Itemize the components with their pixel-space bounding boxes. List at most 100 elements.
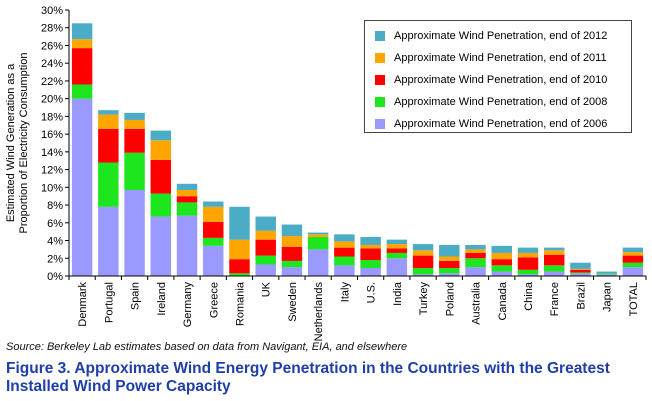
legend-label: Approximate Wind Penetration, end of 200… <box>394 96 608 108</box>
bar-segment <box>71 84 93 99</box>
x-tick-label: Australia <box>471 281 483 325</box>
bar-segment <box>71 23 93 40</box>
x-tick-label: Germany <box>182 282 194 328</box>
bar-segment <box>517 252 539 258</box>
bar-segment <box>281 246 303 261</box>
y-tick-label: 20% <box>41 94 63 106</box>
bar-segment <box>124 189 145 276</box>
bar-segment <box>203 237 224 246</box>
y-axis-title-group: Estimated Wind Generation as a Proportion… <box>5 53 30 234</box>
bar-segment <box>334 265 355 276</box>
bar-segment <box>360 236 381 245</box>
legend: Approximate Wind Penetration, end of 201… <box>364 20 632 133</box>
bar-segment <box>517 269 539 275</box>
y-tick-label: 14% <box>41 147 63 159</box>
bar-segment <box>98 128 119 163</box>
bar-segment <box>596 273 617 275</box>
bar-segment <box>176 196 198 203</box>
legend-label: Approximate Wind Penetration, end of 200… <box>394 118 608 130</box>
legend-swatch <box>375 97 385 107</box>
x-tick-label: Turkey <box>418 282 430 316</box>
axes <box>65 9 647 280</box>
bar-segment <box>281 236 303 247</box>
bar-segment <box>150 130 172 141</box>
y-tick-label: 26% <box>41 40 63 52</box>
legend-label: Approximate Wind Penetration, end of 201… <box>394 52 607 64</box>
bar-segment <box>596 274 617 276</box>
y-tick-label: 12% <box>41 165 63 177</box>
bar-segment <box>360 248 381 261</box>
y-axis-title-line-2: Proportion of Electricity Consumption <box>18 53 30 234</box>
bar-segment <box>386 244 408 249</box>
x-tick-label: Netherlands <box>313 282 325 342</box>
bar-segment <box>281 260 303 268</box>
bar-segment <box>543 250 565 255</box>
y-axis-title-line-1: Estimated Wind Generation as a <box>5 63 17 222</box>
x-tick-label: Romania <box>234 281 246 326</box>
bar-segment <box>439 268 460 274</box>
bar-segment <box>465 258 486 268</box>
bar-segment <box>229 273 250 276</box>
bar-segment <box>360 260 381 269</box>
bar-segment <box>386 248 408 253</box>
bar-segment <box>255 264 276 276</box>
wind-penetration-chart: Estimated Wind Generation as a Proportion… <box>5 5 647 341</box>
bar-segment <box>543 265 565 272</box>
legend-swatch <box>375 53 385 63</box>
x-tick-label: Japan <box>602 282 614 312</box>
x-tick-labels: Denmark Portugal Spain Ireland Germany Greece… <box>77 281 640 341</box>
bar-segment <box>150 159 172 194</box>
bar-segment <box>517 274 539 276</box>
bar-segment <box>229 259 250 274</box>
bar-segment <box>98 162 119 207</box>
bar-segment <box>622 267 644 276</box>
legend-item: Approximate Wind Penetration, end of 200… <box>375 117 607 131</box>
legend-swatch <box>375 119 385 129</box>
x-tick-label: TOTAL <box>628 282 640 316</box>
bar-segment <box>517 257 539 270</box>
bar-segment <box>517 247 539 253</box>
x-tick-label: Greece <box>208 282 220 318</box>
y-tick-label: 6% <box>47 218 63 230</box>
x-tick-label: UK <box>261 281 273 297</box>
bar-segment <box>439 260 460 269</box>
y-tick-labels: 0% 2% 4% 6% 8% 10% 12% 14% 16% 18% 20% 22% 24% 26% 28%… <box>41 5 63 283</box>
bar-segment <box>465 244 486 250</box>
bar-segment <box>465 249 486 253</box>
legend-item: Approximate Wind Penetration, end of 201… <box>375 51 607 65</box>
bar-segment <box>124 112 145 120</box>
bar-segment <box>334 234 355 242</box>
bar-segment <box>255 230 276 240</box>
bar-segment <box>622 255 644 263</box>
bar-segment <box>439 256 460 261</box>
x-tick-label: France <box>549 282 561 316</box>
bar-segment <box>150 140 172 160</box>
bar-segment <box>386 239 408 245</box>
bar-segment <box>334 256 355 266</box>
bar-segment <box>465 267 486 276</box>
bar-segment <box>176 189 198 197</box>
y-tick-label: 16% <box>41 129 63 141</box>
bar-segment <box>307 249 329 276</box>
y-tick-label: 8% <box>47 200 63 212</box>
legend-label: Approximate Wind Penetration, end of 201… <box>394 30 608 42</box>
bar-segment <box>491 252 512 260</box>
source-note: Source: Berkeley Lab estimates based on … <box>6 341 408 353</box>
bar-segment <box>622 247 644 253</box>
y-tick-label: 30% <box>41 5 63 17</box>
y-tick-label: 4% <box>47 236 63 248</box>
bar-segment <box>255 239 276 256</box>
bar-segment <box>150 216 172 276</box>
bar-segment <box>622 262 644 268</box>
bar-segment <box>307 232 329 235</box>
bar-segment <box>570 262 591 269</box>
bar-segment <box>491 271 512 276</box>
bar-segment <box>255 255 276 265</box>
bars <box>71 23 644 276</box>
bar-segment <box>543 271 565 276</box>
x-tick-label: Italy <box>339 282 351 303</box>
bar-segment <box>570 269 591 273</box>
bar-segment <box>491 259 512 266</box>
legend-swatch <box>375 31 385 41</box>
legend-item: Approximate Wind Penetration, end of 201… <box>375 29 607 43</box>
